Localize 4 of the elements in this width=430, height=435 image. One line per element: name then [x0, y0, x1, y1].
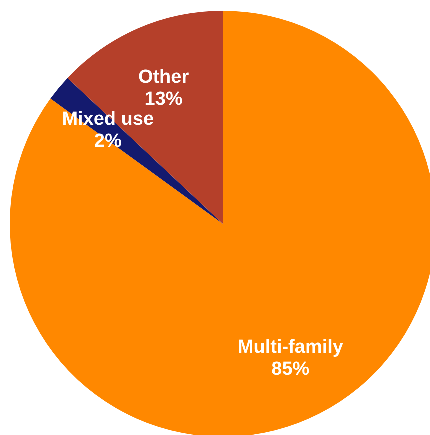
slice-label: Other — [138, 67, 190, 88]
slice-label: Multi-family — [238, 336, 344, 358]
data-label: 13% — [144, 89, 183, 110]
data-label: 85% — [272, 358, 310, 380]
